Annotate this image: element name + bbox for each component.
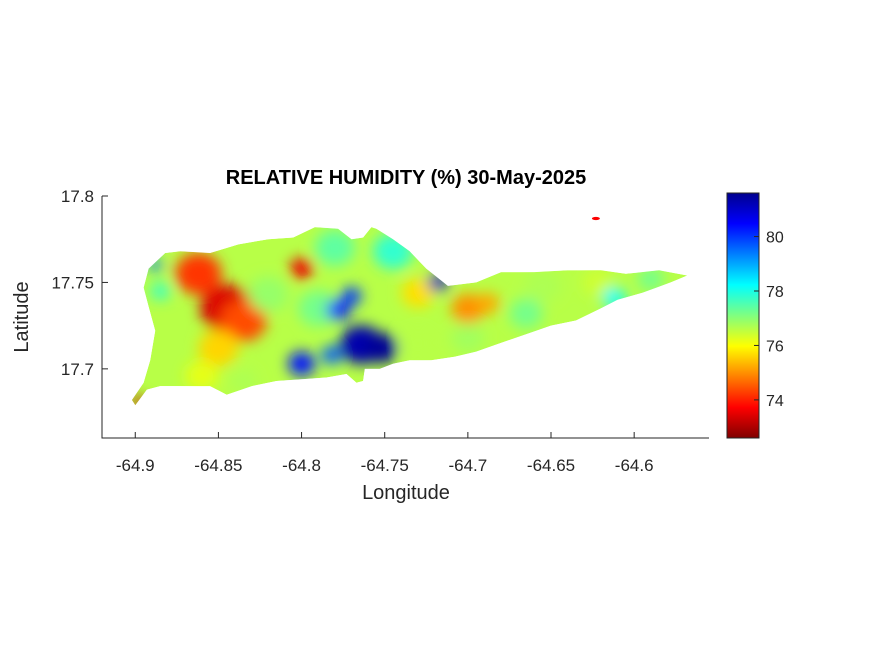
x-tick-label: -64.85 [194,456,242,475]
humidity-blob-3 [290,258,314,280]
humidity-blob-17 [451,293,485,324]
humidity-blob-12 [364,333,398,364]
humidity-blob-2 [220,299,267,342]
humidity-blob-23 [451,322,485,353]
humidity-blob-22 [401,327,435,358]
colorbar [726,192,760,439]
x-tick-label: -64.65 [527,456,575,475]
humidity-blob-14 [341,287,362,306]
humidity-blob-15 [321,346,342,364]
humidity-blob-18 [476,292,500,314]
humidity-blob-4 [198,330,239,367]
colorbar-tick-label: 76 [766,338,784,355]
islet-mark [591,216,600,221]
plot-axes-box [101,196,709,439]
x-tick-label: -64.75 [361,456,409,475]
humidity-blob-25 [509,298,543,329]
colorbar-tick-label: 78 [766,284,784,301]
y-tick-label: 17.8 [61,187,94,206]
x-tick-label: -64.8 [282,456,321,475]
humidity-blob-29 [185,360,219,391]
humidity-blob-6 [150,282,171,301]
humidity-blob-24 [524,269,561,303]
humidity-blob-8 [248,276,289,313]
y-axis-label: Latitude [11,281,33,352]
humidity-field [131,227,688,406]
x-tick-label: -64.7 [448,456,487,475]
humidity-blob-13 [326,299,350,321]
x-axis-label: Longitude [362,482,450,504]
humidity-blob-27 [637,267,665,291]
humidity-blob-10 [288,351,315,376]
chart-title: RELATIVE HUMIDITY (%) 30-May-2025 [226,167,586,189]
humidity-blob-9 [298,290,339,327]
humidity-blob-16 [401,277,435,308]
colorbar-tick-label: 80 [766,230,784,247]
humidity-blob-1 [175,252,222,295]
humidity-blob-21 [314,229,355,266]
x-tick-label: -64.6 [615,456,654,475]
humidity-blob-26 [582,268,613,296]
colorbar-tick-label: 74 [766,393,784,410]
y-tick-label: 17.75 [51,273,94,292]
y-tick-label: 17.7 [61,360,94,379]
x-tick-label: -64.9 [116,456,155,475]
